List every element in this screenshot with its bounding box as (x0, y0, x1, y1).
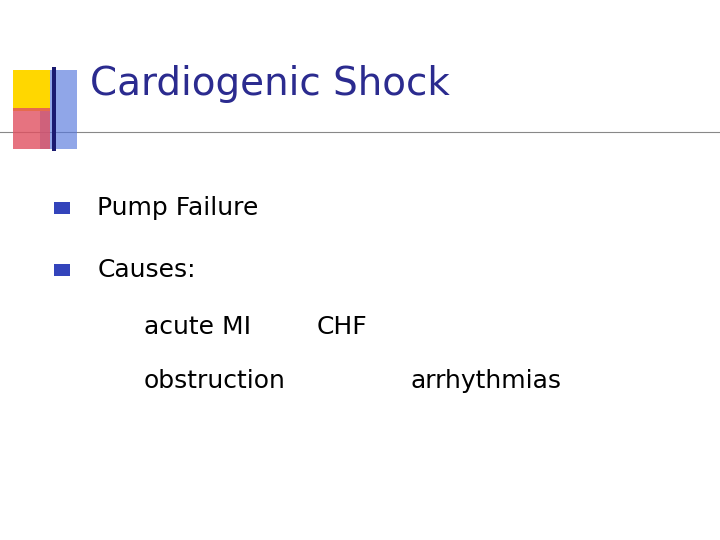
Text: acute MI: acute MI (144, 315, 251, 339)
Text: Cardiogenic Shock: Cardiogenic Shock (90, 65, 450, 103)
Bar (54, 264, 70, 276)
Text: CHF: CHF (317, 315, 367, 339)
Text: Pump Failure: Pump Failure (97, 196, 258, 220)
Bar (54, 202, 70, 214)
Bar (13, 108, 50, 148)
Text: obstruction: obstruction (144, 369, 286, 393)
Text: arrhythmias: arrhythmias (410, 369, 562, 393)
Bar (13, 70, 50, 111)
Bar (40, 70, 77, 148)
Text: Causes:: Causes: (97, 258, 196, 282)
Bar (52, 68, 56, 151)
